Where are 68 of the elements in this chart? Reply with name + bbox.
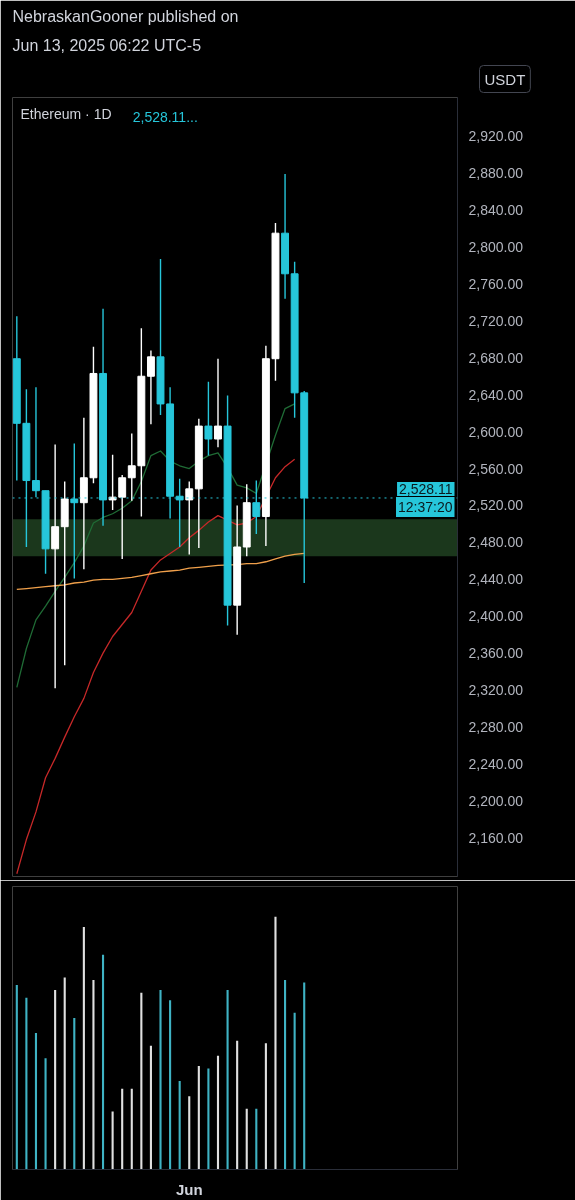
y-axis-title: USDT [484, 70, 526, 88]
text: NebraskanGooner published on [12, 7, 239, 25]
line-series [16, 552, 305, 591]
y-tick-label: 2,880.00 [468, 165, 524, 182]
bar [140, 992, 143, 1170]
bar [169, 1000, 172, 1170]
y-tick-label: 2,160.00 [468, 829, 524, 846]
bar [216, 1055, 220, 1170]
bar [303, 982, 306, 1170]
y-tick-label: 2,760.00 [468, 275, 524, 292]
bar [159, 990, 162, 1170]
bar [111, 1111, 114, 1170]
candlestick [204, 381, 213, 457]
bar [63, 977, 66, 1170]
bar [54, 990, 57, 1170]
y-tick-label: 2,840.00 [468, 202, 524, 219]
y-tick-label: 2,200.00 [468, 792, 524, 809]
bar [44, 1058, 47, 1170]
y-tick-label: 2,680.00 [468, 349, 524, 366]
bar [188, 1096, 191, 1170]
ref-line-label: 2,528.11 12:37:20 [398, 480, 453, 515]
candlestick [185, 480, 194, 556]
y-tick-label: 2,520.00 [468, 497, 524, 514]
candlestick [146, 349, 155, 425]
bar [25, 997, 28, 1170]
line-series [16, 458, 296, 875]
y-tick-label: 2,440.00 [468, 571, 524, 588]
candlestick [32, 386, 40, 498]
text: 2,528.11... [132, 108, 198, 125]
line-series [16, 403, 296, 688]
y-tick-label: 2,720.00 [468, 312, 524, 329]
bar [197, 1065, 200, 1170]
y-tick-label: 2,360.00 [468, 645, 524, 662]
bar [236, 1040, 239, 1170]
bar [178, 1081, 181, 1170]
y-tick-label: 2,400.00 [468, 608, 524, 625]
bar [121, 1088, 124, 1170]
x-tick-label: Jun [175, 1180, 203, 1198]
y-tick-label: 2,600.00 [468, 423, 524, 440]
y-tick-label: 2,560.00 [468, 460, 524, 477]
bar [92, 979, 95, 1170]
candlestick [118, 474, 127, 560]
candlestick [214, 358, 222, 449]
y-tick-label: 2,800.00 [468, 239, 524, 256]
bar [274, 916, 277, 1170]
y-tick-label: 2,320.00 [468, 682, 524, 699]
bar [226, 990, 229, 1170]
bar [255, 1108, 258, 1170]
candlestick [51, 443, 60, 689]
y-tick-label: 2,920.00 [468, 128, 524, 145]
bar [293, 1012, 296, 1170]
bar [207, 1068, 210, 1170]
text: Jun 13, 2025 06:22 UTC-5 [12, 36, 202, 54]
bar [101, 954, 105, 1170]
bar [130, 1088, 133, 1170]
y-tick-label: 2,240.00 [468, 755, 524, 772]
y-tick-label: 2,640.00 [468, 386, 524, 403]
bar [149, 1045, 152, 1170]
bar [73, 1017, 76, 1170]
y-tick-label: 2,280.00 [468, 718, 524, 735]
bar [245, 1108, 248, 1170]
text: Ethereum · 1D [20, 105, 112, 122]
bar [82, 926, 85, 1170]
y-tick-label: 2,480.00 [468, 534, 524, 551]
bar [15, 985, 18, 1170]
bar [264, 1043, 267, 1170]
bar [34, 1033, 38, 1170]
bar [284, 979, 287, 1170]
